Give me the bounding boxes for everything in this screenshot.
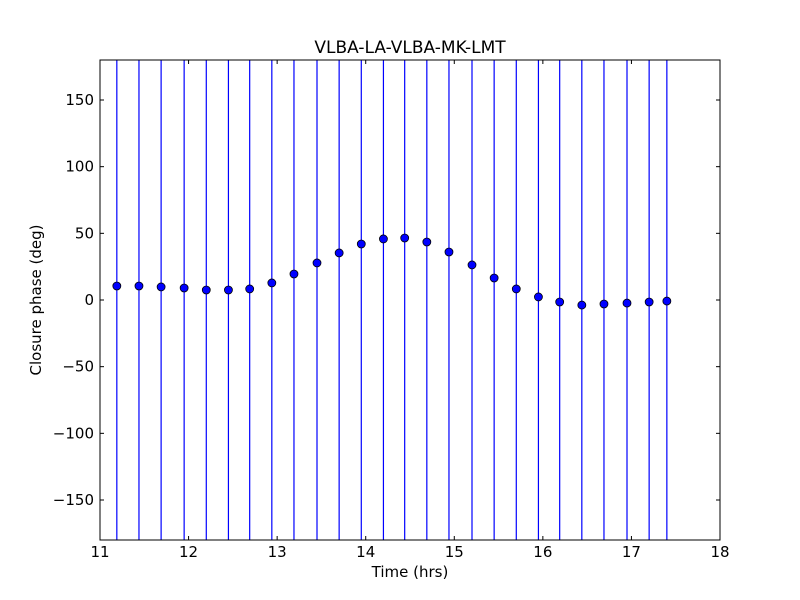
axis-ticks: 11 12 13 14 15 16 17 18 −150 −100 −50 0 50 100 150 [53,60,730,561]
x-tick-label: 18 [710,543,729,561]
data-point [534,292,543,302]
y-tick-label: 150 [65,91,94,109]
data-point [134,281,144,291]
x-tick-label: 13 [268,543,287,561]
data-point [156,282,166,292]
data-point [245,284,255,294]
data-point [356,239,366,249]
y-axis-label: Closure phase (deg) [27,225,45,376]
y-tick-label: 0 [84,291,94,309]
x-tick-label: 16 [533,543,552,561]
data-point [444,247,454,257]
data-point [662,296,672,306]
x-axis-label: Time (hrs) [371,563,449,581]
data-point [599,299,609,309]
data-point [379,234,388,244]
data-point [224,285,233,295]
data-point [267,278,277,288]
x-tick-label: 12 [179,543,198,561]
chart-title: VLBA-LA-VLBA-MK-LMT [314,38,506,58]
data-point [312,258,322,268]
data-point [577,300,587,310]
y-tick-label: −50 [62,358,94,376]
y-tick-label: −150 [53,491,94,509]
data-point [644,297,654,307]
plot-frame [99,59,721,541]
data-point [289,269,299,279]
y-tick-label: 100 [65,158,94,176]
data-point [422,237,432,247]
x-tick-label: 14 [356,543,375,561]
y-tick-label: −100 [53,424,94,442]
data-point [179,283,189,293]
data-point [622,298,632,308]
data-point [334,248,344,258]
x-tick-label: 17 [622,543,641,561]
data-point [467,260,477,270]
data-point [511,284,521,294]
plot-marks [112,60,672,540]
x-tick-label: 15 [445,543,464,561]
data-point [489,273,499,283]
data-point [400,233,410,243]
y-tick-label: 50 [75,224,94,242]
data-point [555,297,565,307]
data-point [201,285,211,295]
x-tick-label: 11 [90,543,109,561]
data-point [112,281,122,291]
